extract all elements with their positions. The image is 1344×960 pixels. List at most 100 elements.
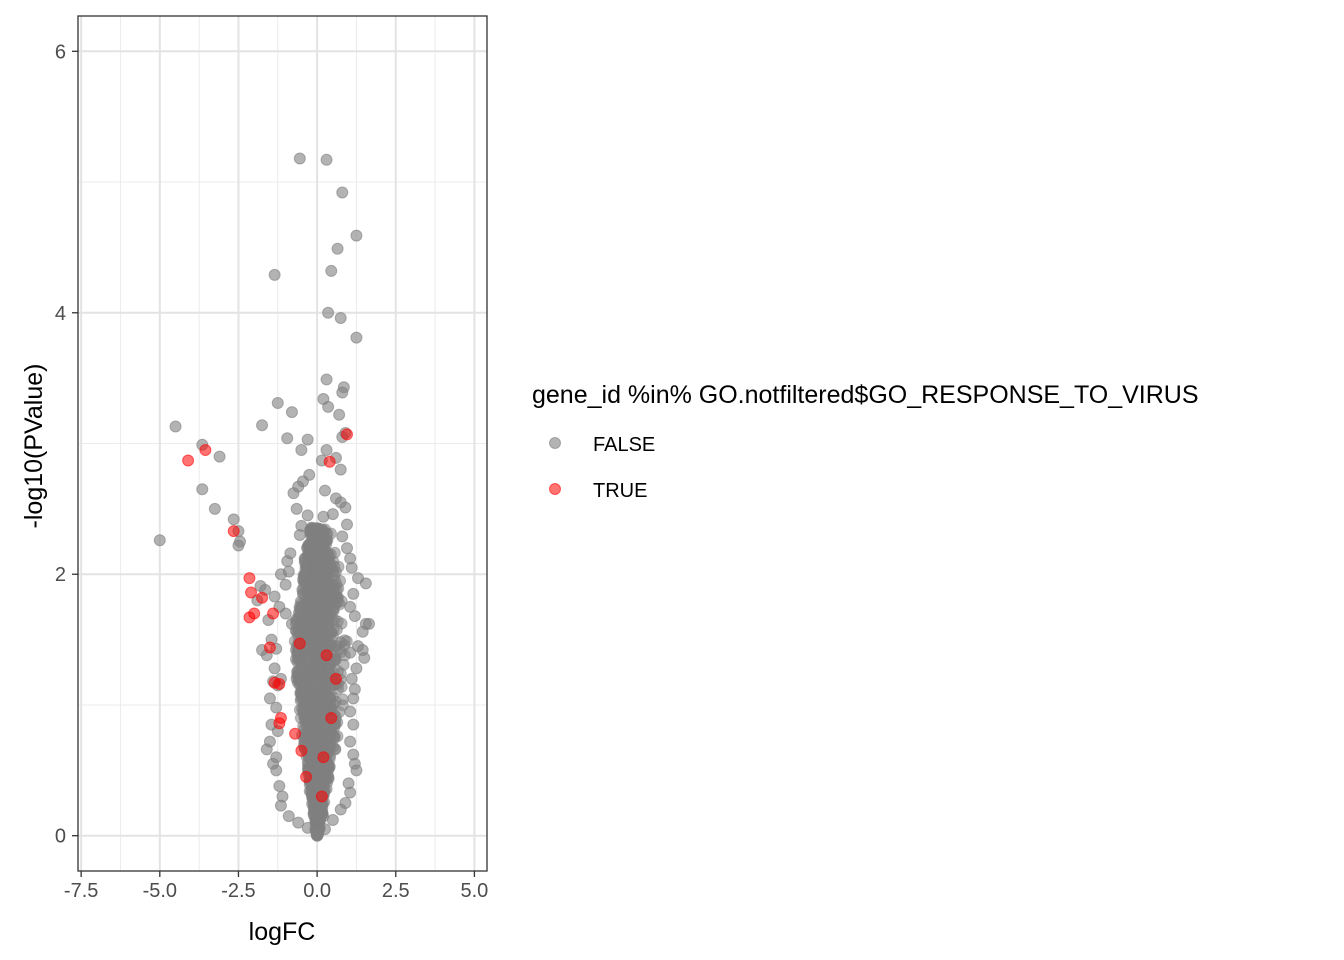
data-point-true (323, 455, 336, 468)
x-tick-label: -2.5 (221, 880, 255, 902)
data-point-false (307, 744, 320, 757)
data-point-true (243, 572, 256, 585)
data-point-false (153, 534, 166, 547)
data-point-false (330, 639, 343, 652)
data-point-false (334, 803, 347, 816)
x-tick-label: -5.0 (143, 880, 177, 902)
legend-title: gene_id %in% GO.notfiltered$GO_RESPONSE_… (532, 381, 1199, 409)
data-point-false (344, 786, 357, 799)
data-point-false (340, 635, 353, 648)
data-point-false (273, 780, 286, 793)
data-point-false (350, 229, 363, 242)
y-tick-label: 4 (55, 303, 66, 325)
data-point-false (281, 432, 294, 445)
data-point-false (285, 617, 298, 630)
data-point-false (350, 764, 363, 777)
y-tick-label: 2 (55, 564, 66, 586)
legend-label-false: FALSE (593, 434, 655, 456)
data-point-false (350, 662, 363, 675)
data-point-false (340, 542, 353, 555)
data-point-false (322, 400, 335, 413)
data-point-false (263, 692, 276, 705)
data-point-false (344, 646, 357, 659)
data-point-false (271, 396, 284, 409)
data-point-false (304, 719, 317, 732)
ticks-layer: -7.5 -5.0 -2.5 0.0 2.5 5.0 0 2 4 6 (55, 41, 488, 902)
data-point-false (293, 152, 306, 165)
data-point-false (339, 501, 352, 514)
data-point-false (363, 617, 376, 630)
data-point-false (295, 444, 308, 457)
x-tick-label: 5.0 (461, 880, 489, 902)
data-point-false (345, 561, 358, 574)
data-point-false (320, 444, 333, 457)
data-point-false (208, 502, 221, 515)
data-point-true (245, 586, 258, 599)
data-point-false (169, 420, 182, 433)
data-point-true (289, 727, 302, 740)
data-point-false (335, 595, 348, 608)
x-axis-title: logFC (249, 918, 316, 946)
data-point-true (329, 672, 342, 685)
y-axis-title: -log10(PValue) (20, 364, 48, 529)
data-point-false (290, 502, 303, 515)
legend-key-false (549, 437, 561, 449)
y-tick-label: 6 (55, 41, 66, 63)
data-point-false (345, 672, 358, 685)
data-point-false (308, 587, 321, 600)
y-tick-label: 0 (55, 826, 66, 848)
data-point-false (336, 530, 349, 543)
data-point-true (263, 641, 276, 654)
data-point-false (330, 584, 343, 597)
data-point-false (348, 610, 361, 623)
data-point-true (256, 591, 269, 604)
data-point-false (302, 547, 315, 560)
data-point-true (182, 454, 195, 467)
points-layer (153, 152, 376, 842)
data-point-false (281, 555, 294, 568)
plot-border (77, 15, 488, 872)
data-point-false (344, 735, 357, 748)
data-point-false (333, 408, 346, 421)
data-point-true (325, 712, 338, 725)
x-tick-label: 0.0 (303, 880, 331, 902)
data-point-false (347, 718, 360, 731)
data-point-false (292, 816, 305, 829)
data-point-true (295, 744, 308, 757)
data-point-false (301, 433, 314, 446)
data-point-false (356, 625, 369, 638)
data-point-false (359, 577, 372, 590)
data-point-false (347, 587, 360, 600)
data-point-false (336, 386, 349, 399)
data-point-false (297, 704, 310, 717)
data-point-false (336, 186, 349, 199)
data-point-false (318, 770, 331, 783)
legend-key-true (549, 483, 561, 495)
data-point-false (319, 626, 332, 639)
data-point-false (328, 730, 341, 743)
data-point-false (334, 463, 347, 476)
data-point-false (347, 692, 360, 705)
data-point-false (331, 242, 344, 255)
data-point-true (300, 770, 313, 783)
data-point-false (325, 264, 338, 277)
data-point-false (268, 590, 281, 603)
data-point-false (279, 607, 292, 620)
data-point-false (340, 518, 353, 531)
data-point-false (311, 829, 324, 842)
data-point-false (311, 529, 324, 542)
data-point-false (282, 810, 295, 823)
data-point-false (294, 627, 307, 640)
data-point-true (320, 649, 333, 662)
data-point-false (317, 510, 330, 523)
data-point-false (301, 821, 314, 834)
data-point-false (318, 484, 331, 497)
data-point-true (227, 525, 240, 538)
data-point-true (267, 607, 280, 620)
data-point-true (199, 444, 212, 457)
data-point-false (287, 487, 300, 500)
data-point-false (350, 331, 363, 344)
data-point-false (326, 690, 339, 703)
data-point-false (196, 483, 209, 496)
data-point-false (213, 450, 226, 463)
